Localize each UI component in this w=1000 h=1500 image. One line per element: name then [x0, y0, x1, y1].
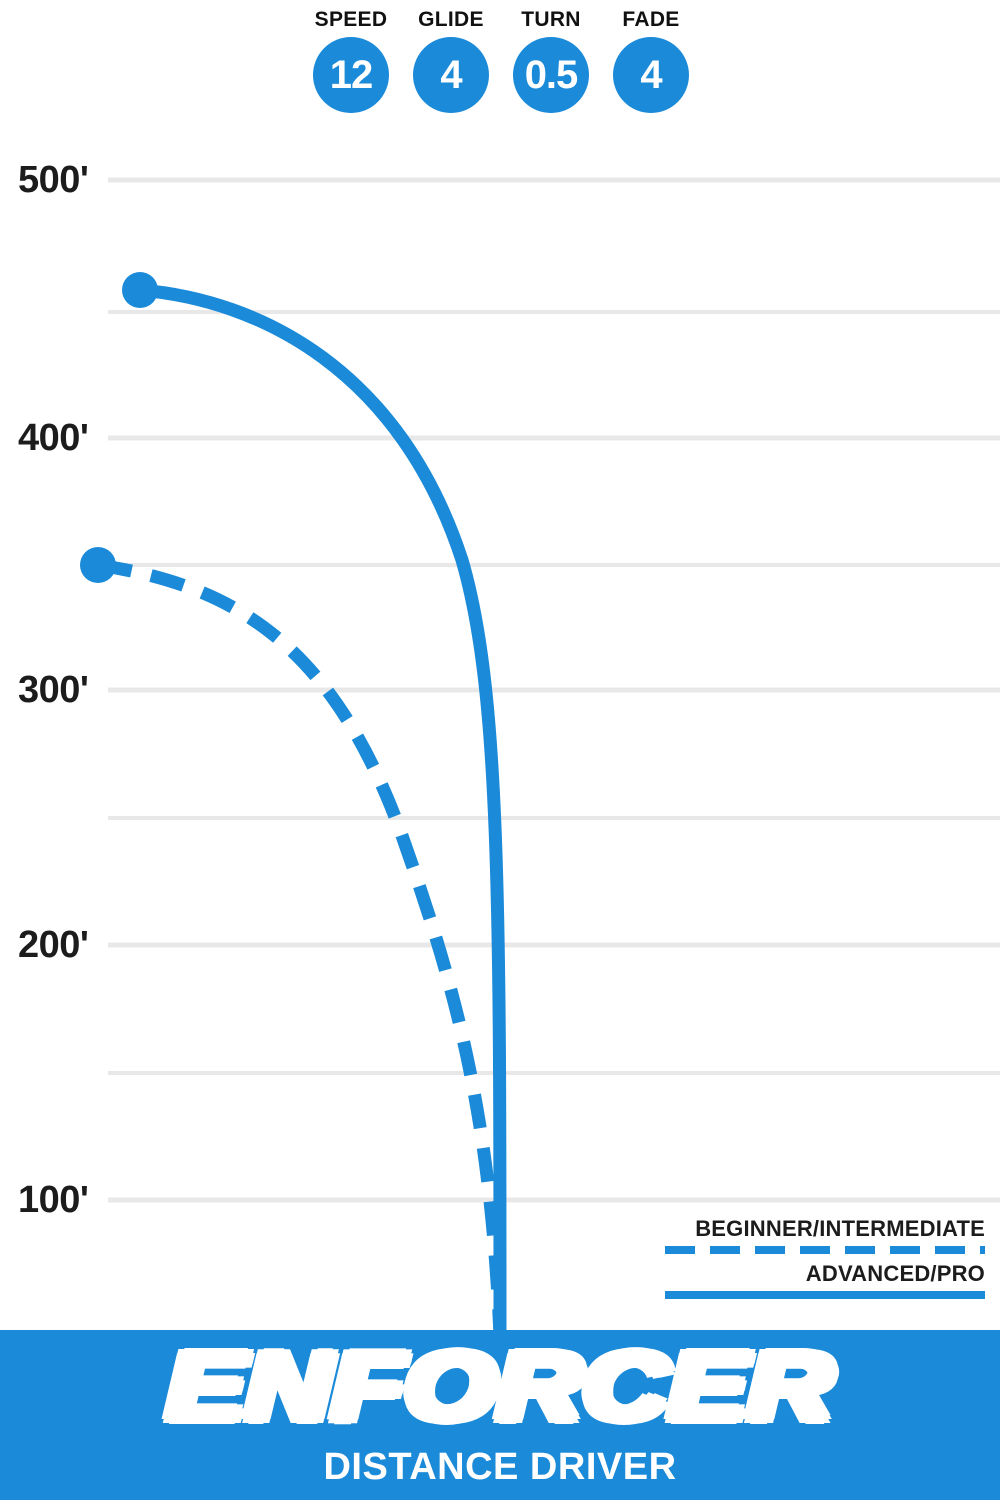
flight-stat-turn: TURN 0.5	[506, 8, 596, 113]
flight-stat-label-turn: TURN	[521, 8, 581, 31]
y-axis-label-400: 400'	[18, 417, 89, 459]
gridlines	[108, 177, 1000, 1203]
flight-stat-value-speed: 12	[313, 37, 389, 113]
flight-numbers-row: SPEED 12 GLIDE 4 TURN 0.5 FADE 4	[306, 8, 696, 130]
flight-chart: 500' 400' 300' 200' 100'	[18, 159, 1000, 1335]
flight-path-dashed	[97, 558, 507, 1335]
flight-stat-value-turn: 0.5	[513, 37, 589, 113]
flight-stat-speed: SPEED 12	[306, 8, 396, 113]
y-axis-label-100: 100'	[18, 1179, 89, 1221]
disc-name-banner: ENFORCER DISTANCE DRIVER	[0, 1330, 1000, 1500]
flight-path-solid	[139, 283, 507, 1335]
legend-swatch-dashed	[665, 1246, 985, 1254]
disc-category: DISTANCE DRIVER	[323, 1446, 677, 1488]
flight-paths	[97, 283, 507, 1335]
flight-stat-label-speed: SPEED	[314, 8, 388, 31]
y-axis-label-500: 500'	[18, 159, 89, 201]
flight-start-markers	[80, 272, 158, 583]
flight-stat-fade: FADE 4	[606, 8, 696, 113]
legend-entry-beginner: BEGINNER/INTERMEDIATE	[645, 1216, 985, 1254]
flight-stat-label-fade: FADE	[622, 8, 680, 31]
legend-label-beginner: BEGINNER/INTERMEDIATE	[695, 1216, 985, 1241]
flight-stat-value-fade: 4	[613, 37, 689, 113]
y-axis-label-200: 200'	[18, 924, 89, 966]
legend-entry-advanced: ADVANCED/PRO	[645, 1261, 985, 1299]
y-axis-label-300: 300'	[18, 669, 89, 711]
flight-stat-glide: GLIDE 4	[406, 8, 496, 113]
legend-label-advanced: ADVANCED/PRO	[805, 1261, 985, 1286]
chart-legend: BEGINNER/INTERMEDIATE ADVANCED/PRO	[645, 1216, 985, 1306]
flight-stat-value-glide: 4	[413, 37, 489, 113]
flight-start-marker-solid	[122, 272, 158, 308]
disc-name: ENFORCER	[164, 1333, 835, 1440]
legend-swatch-solid	[665, 1291, 985, 1299]
flight-stat-label-glide: GLIDE	[418, 8, 484, 31]
flight-start-marker-dashed	[80, 547, 116, 583]
flight-path-svg	[80, 177, 1000, 1335]
